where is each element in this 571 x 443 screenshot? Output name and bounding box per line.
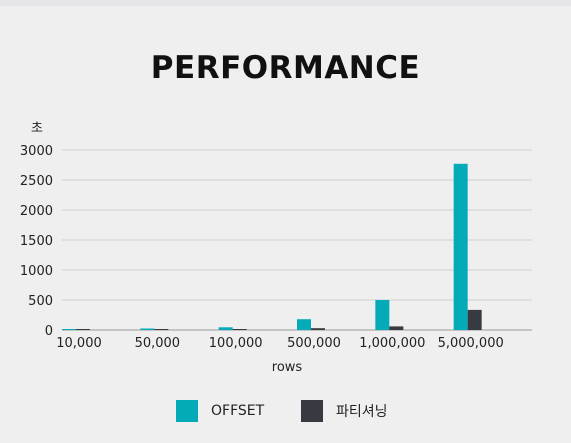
y-axis-label: 초 — [31, 121, 43, 136]
bar-offset — [297, 319, 311, 330]
legend-label-offset: OFFSET — [211, 403, 265, 419]
x-tick-label: 5,000,000 — [438, 336, 504, 351]
legend-label-partitioning: 파티셔닝 — [336, 404, 388, 420]
legend-swatch-partitioning — [301, 400, 323, 422]
x-tick-label: 50,000 — [135, 336, 181, 351]
y-tick-label: 2500 — [20, 174, 53, 189]
y-tick-label: 1000 — [20, 264, 53, 279]
bar-offset — [218, 327, 233, 330]
legend-item-offset: OFFSET — [176, 398, 264, 424]
y-tick-label: 2000 — [20, 204, 53, 219]
bar-partitioning — [467, 309, 482, 330]
bar-partitioning — [389, 326, 404, 330]
y-tick-label: 500 — [28, 294, 53, 309]
bar-offset — [453, 163, 468, 330]
chart-title: PERFORMANCE — [150, 50, 421, 86]
y-tick-label: 0 — [45, 324, 53, 339]
x-tick-label: 500,000 — [287, 336, 341, 351]
legend-swatch-offset — [176, 400, 198, 422]
y-axis-ticks: 0 500 1000 1500 2000 2500 3000 — [20, 144, 53, 339]
bar-offset — [375, 300, 390, 330]
x-axis-ticks: 10,000 50,000 100,000 500,000 1,000,000 5,000… — [56, 336, 504, 351]
bar-partitioning — [154, 329, 169, 330]
top-strip — [0, 0, 571, 6]
bar-offset — [62, 329, 76, 330]
bar-partitioning — [311, 328, 325, 330]
legend-item-partitioning: 파티셔닝 — [301, 398, 388, 424]
bar-offset — [140, 328, 155, 330]
y-tick-label: 3000 — [20, 144, 53, 159]
bars — [62, 163, 482, 330]
bar-partitioning — [76, 329, 90, 330]
x-tick-label: 10,000 — [56, 336, 102, 351]
x-tick-label: 1,000,000 — [359, 336, 425, 351]
legend: OFFSET 파티셔닝 — [0, 398, 571, 426]
x-axis-label: rows — [272, 360, 303, 375]
y-tick-label: 1500 — [20, 234, 53, 249]
x-tick-label: 100,000 — [209, 336, 263, 351]
bar-partitioning — [232, 329, 247, 330]
